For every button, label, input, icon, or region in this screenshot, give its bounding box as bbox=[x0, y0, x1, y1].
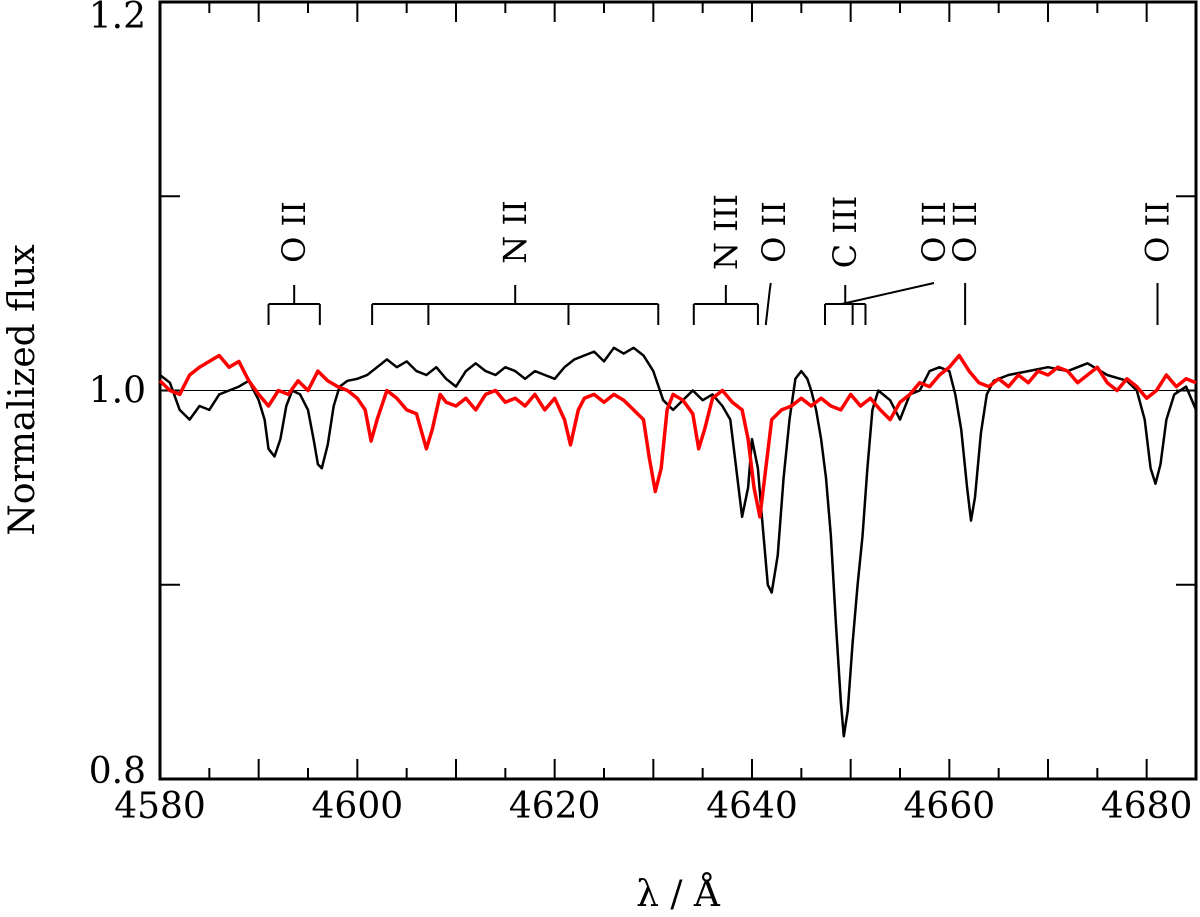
y-ticks: 0.8 1.0 1.2 bbox=[89, 0, 1196, 792]
x-tick-label: 4600 bbox=[312, 786, 404, 827]
y-tick-label: 1.2 bbox=[89, 0, 146, 37]
y-tick-label: 1.0 bbox=[89, 371, 146, 412]
x-ticks: 4580 4600 4620 4640 4660 4680 bbox=[114, 2, 1197, 827]
series-red-line bbox=[158, 353, 1197, 519]
line-id-label: O II bbox=[755, 201, 793, 263]
series-black-line bbox=[159, 346, 1198, 738]
line-ids: O II N II N III O II C III O IIO II O II bbox=[267, 194, 1177, 326]
y-tick-label: 0.8 bbox=[89, 751, 146, 792]
x-tick-label: 4620 bbox=[509, 786, 601, 827]
x-tick-label: 4640 bbox=[706, 786, 798, 827]
line-id-label: O II bbox=[915, 201, 953, 263]
line-id-label: O II bbox=[1139, 201, 1177, 263]
x-tick-label: 4680 bbox=[1101, 786, 1193, 827]
line-id-label: C III bbox=[826, 196, 864, 269]
x-tick-label: 4580 bbox=[114, 786, 206, 827]
line-id-label: O II bbox=[275, 201, 313, 263]
line-id-label: N III bbox=[707, 194, 745, 270]
series-group bbox=[158, 346, 1198, 738]
x-axis-label: λ / Å bbox=[636, 873, 721, 915]
line-id-stem bbox=[764, 282, 772, 326]
line-id-stem bbox=[841, 282, 935, 305]
line-id-label: N II bbox=[496, 200, 534, 263]
y-axis-label: Normalized flux bbox=[2, 244, 43, 535]
x-tick-label: 4660 bbox=[904, 786, 996, 827]
line-id-label: O II bbox=[946, 201, 984, 263]
